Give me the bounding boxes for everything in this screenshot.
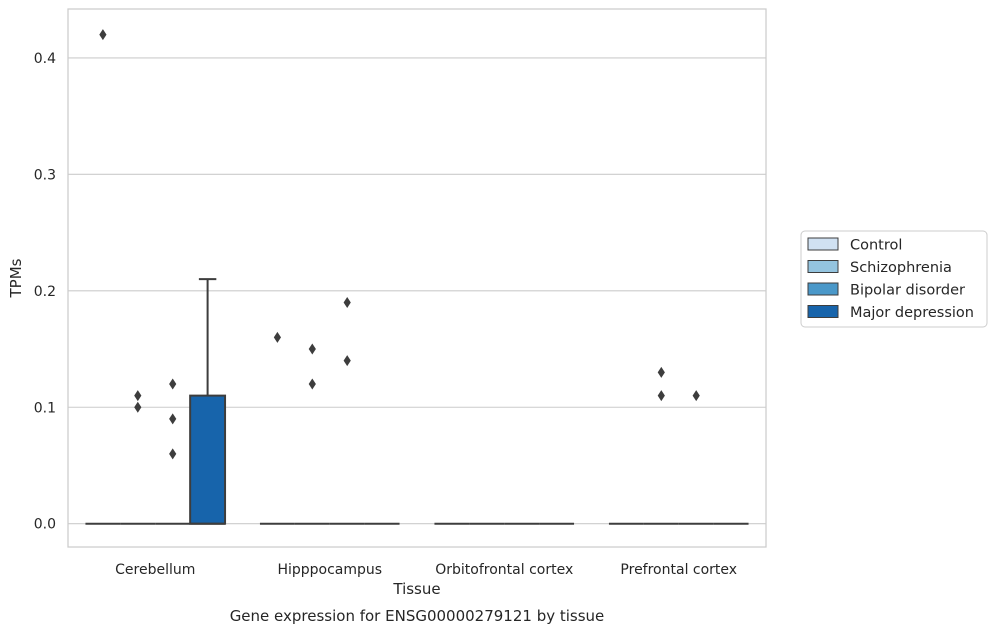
legend-label: Control <box>850 238 902 254</box>
outlier-point <box>692 390 700 402</box>
y-tick-label: 0.4 <box>34 51 56 67</box>
box <box>189 394 227 525</box>
outlier-point <box>308 378 316 390</box>
outlier-point <box>343 355 351 367</box>
x-tick-label: Prefrontal cortex <box>620 562 737 578</box>
legend-frame <box>800 230 988 328</box>
outlier-point <box>99 29 107 41</box>
outlier-point <box>273 331 281 343</box>
legend: Control Schizophrenia Bipolar disorder Majo… <box>800 230 988 328</box>
y-tick-label: 0.1 <box>34 400 56 416</box>
x-axis-label: Tissue <box>392 580 440 598</box>
y-tick-label: 0.0 <box>34 517 56 533</box>
plot-area <box>68 9 766 547</box>
legend-swatch <box>807 260 839 273</box>
outlier-point <box>657 390 665 402</box>
chart-caption: Gene expression for ENSG00000279121 by t… <box>230 607 605 625</box>
x-tick-label: Orbitofrontal cortex <box>435 562 573 578</box>
legend-label: Bipolar disorder <box>850 283 965 299</box>
x-tick-labels: Cerebellum Hipppocampus Orbitofrontal cort… <box>115 562 737 578</box>
box-series <box>85 29 749 525</box>
legend-label: Major depression <box>850 305 974 321</box>
outlier-point <box>308 343 316 355</box>
x-tick-label: Cerebellum <box>115 562 195 578</box>
x-tick-label: Hipppocampus <box>277 562 382 578</box>
y-tick-label: 0.2 <box>34 284 56 300</box>
outlier-point <box>169 413 177 425</box>
outlier-point <box>134 390 142 402</box>
legend-swatch <box>807 237 839 251</box>
y-axis-label: TPMs <box>7 258 25 298</box>
series-bipolar-disorder <box>155 296 714 525</box>
outlier-point <box>169 448 177 460</box>
outlier-point <box>134 401 142 413</box>
series-control <box>85 29 644 525</box>
series-major-depression <box>189 278 749 525</box>
outlier-point <box>657 366 665 378</box>
y-tick-labels: 0.0 0.1 0.2 0.3 0.4 <box>34 51 56 533</box>
plot-frame <box>67 8 767 548</box>
legend-swatch <box>807 305 839 318</box>
outlier-point <box>343 296 351 308</box>
series-schizophrenia <box>120 343 679 525</box>
legend-swatch <box>807 282 839 296</box>
y-tick-label: 0.3 <box>34 167 56 183</box>
legend-label: Schizophrenia <box>850 260 952 276</box>
outlier-point <box>169 378 177 390</box>
